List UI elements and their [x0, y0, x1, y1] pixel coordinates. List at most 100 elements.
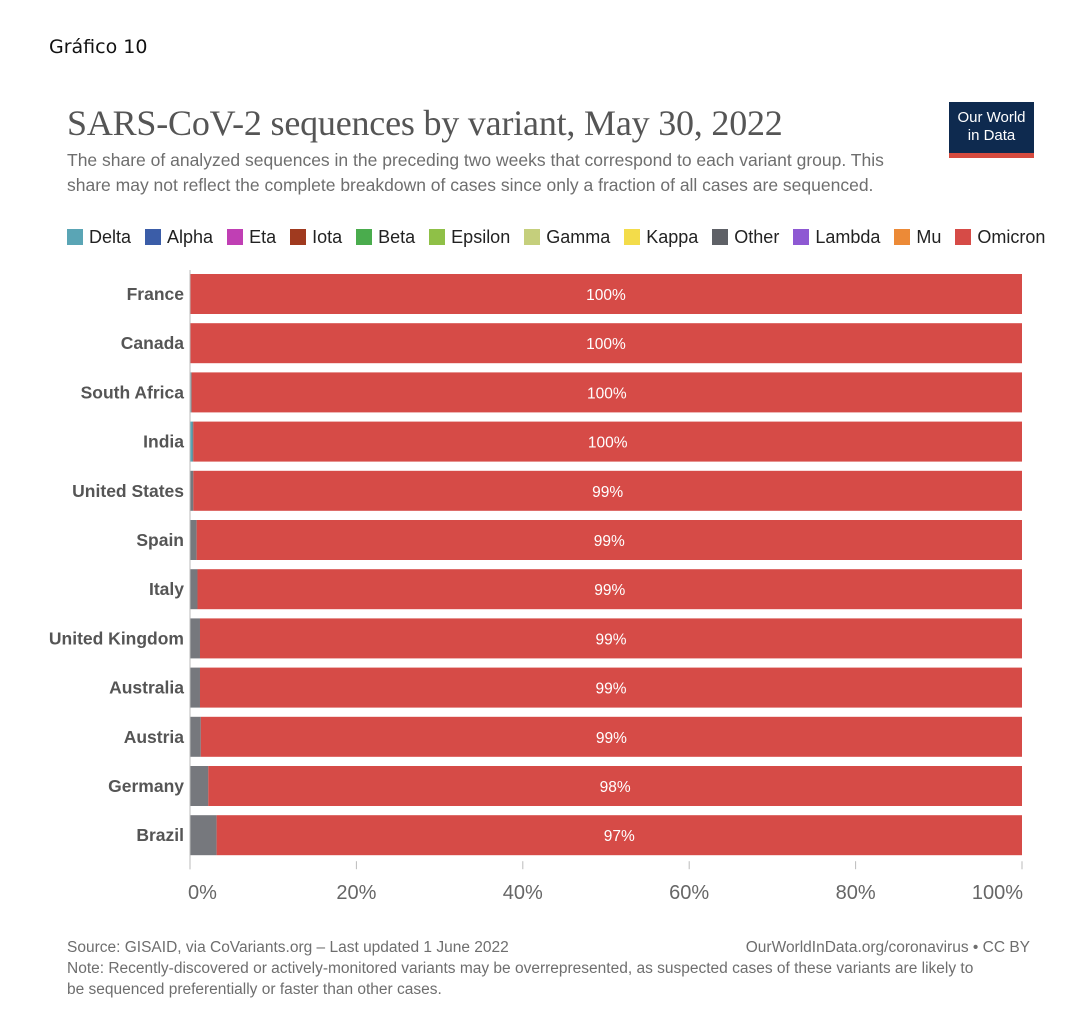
legend-item-mu[interactable]: Mu — [894, 227, 941, 248]
legend-label: Omicron — [977, 226, 1046, 247]
chart-subtitle: The share of analyzed sequences in the p… — [67, 150, 884, 195]
bar-omicron-india — [193, 421, 1022, 462]
category-label: India — [143, 432, 184, 452]
bar-omicron-spain — [196, 520, 1022, 560]
category-label: Austria — [124, 727, 185, 747]
bar-other-india — [192, 421, 194, 462]
legend-swatch — [524, 229, 541, 245]
category-label: France — [127, 284, 185, 304]
bar-omicron-united-states — [193, 470, 1022, 511]
legend-swatch — [145, 229, 162, 245]
legend-label: Gamma — [546, 226, 611, 247]
legend-swatch — [429, 229, 446, 245]
bar-delta-india — [190, 421, 193, 462]
x-tick-label: 40% — [503, 882, 543, 904]
chart-caption-label: Gráfico 10 — [49, 36, 148, 58]
bar-omicron-germany — [208, 766, 1022, 806]
category-label: Spain — [136, 530, 184, 550]
bar-other-united-kingdom — [190, 618, 200, 659]
legend-item-alpha[interactable]: Alpha — [145, 227, 213, 248]
legend-item-eta[interactable]: Eta — [227, 227, 276, 248]
bar-value-label: 100% — [587, 385, 627, 402]
bar-value-label: 100% — [588, 435, 628, 452]
note-text: Note: Recently-discovered or actively-mo… — [67, 960, 974, 998]
legend-label: Eta — [249, 226, 277, 247]
chart-legend: Delta Alpha Eta Iota Beta Epsilon Gamma Kappa Ot… — [67, 224, 1059, 250]
legend-swatch — [894, 229, 911, 245]
legend-label: Epsilon — [451, 226, 511, 247]
bar-omicron-france — [190, 274, 1022, 314]
legend-label: Iota — [312, 226, 343, 247]
chart-footer: Source: GISAID, via CoVariants.org – Las… — [67, 937, 977, 1000]
bar-other-australia — [190, 667, 200, 708]
category-label: South Africa — [81, 382, 185, 402]
bar-omicron-brazil — [216, 815, 1022, 856]
legend-item-epsilon[interactable]: Epsilon — [429, 227, 510, 248]
legend-item-omicron[interactable]: Omicron — [955, 227, 1045, 248]
legend-item-gamma[interactable]: Gamma — [524, 227, 610, 248]
legend-swatch — [624, 229, 641, 245]
category-label: Germany — [108, 776, 184, 796]
bar-value-label: 99% — [596, 730, 627, 747]
source-text: Source: GISAID, via CoVariants.org – Las… — [67, 939, 509, 956]
bar-value-label: 99% — [594, 582, 625, 599]
owid-logo[interactable]: Our World in Data — [949, 102, 1034, 158]
legend-label: Beta — [378, 226, 416, 247]
legend-item-delta[interactable]: Delta — [67, 227, 131, 248]
bar-other-spain — [190, 520, 197, 560]
chart-title: SARS-CoV-2 sequences by variant, May 30,… — [67, 103, 783, 143]
legend-swatch — [712, 229, 729, 245]
legend-item-iota[interactable]: Iota — [290, 227, 342, 248]
legend-label: Other — [734, 226, 780, 247]
legend-label: Alpha — [167, 226, 214, 247]
logo-line-1: Our World — [957, 109, 1026, 126]
legend-label: Kappa — [646, 226, 699, 247]
bar-value-label: 99% — [595, 631, 626, 648]
legend-swatch — [227, 229, 244, 245]
category-label: Italy — [149, 579, 184, 599]
legend-item-beta[interactable]: Beta — [356, 227, 415, 248]
x-tick-label: 20% — [336, 882, 376, 904]
bar-value-label: 98% — [600, 779, 631, 796]
legend-item-lambda[interactable]: Lambda — [793, 227, 880, 248]
bar-omicron-canada — [190, 323, 1022, 364]
bar-omicron-austria — [200, 716, 1023, 757]
legend-label: Lambda — [815, 226, 881, 247]
attribution-link[interactable]: OurWorldInData.org/coronavirus • CC BY — [745, 939, 1030, 956]
legend-item-kappa[interactable]: Kappa — [624, 227, 698, 248]
bar-value-label: 97% — [604, 828, 635, 845]
category-label: United States — [72, 481, 184, 501]
bar-value-label: 99% — [594, 533, 625, 550]
legend-swatch — [67, 229, 83, 245]
legend-label: Delta — [89, 226, 132, 247]
x-tick-label: 100% — [972, 882, 1023, 904]
legend-swatch — [955, 229, 972, 245]
x-tick-label: 60% — [669, 882, 709, 904]
category-label: United Kingdom — [49, 628, 184, 648]
legend-item-other[interactable]: Other — [712, 227, 779, 248]
category-label: Australia — [109, 678, 184, 698]
legend-swatch — [793, 229, 810, 245]
bar-value-label: 99% — [592, 484, 623, 501]
legend-label: Mu — [916, 226, 942, 247]
bar-chart: France 100% Canada 100% South Africa 100% Indi… — [49, 270, 1023, 904]
legend-swatch — [356, 229, 373, 245]
bar-other-south-africa — [190, 372, 192, 413]
bar-other-united-states — [190, 470, 194, 511]
bar-other-austria — [190, 716, 201, 757]
bar-omicron-south-africa — [191, 372, 1022, 413]
bar-omicron-united-kingdom — [199, 618, 1022, 659]
logo-line-2: in Data — [967, 127, 1016, 144]
legend-swatch — [290, 229, 307, 245]
bar-other-italy — [190, 569, 198, 610]
bar-value-label: 99% — [595, 681, 626, 698]
x-tick-label: 0% — [188, 882, 217, 904]
bar-omicron-italy — [197, 569, 1022, 610]
bar-other-germany — [190, 766, 209, 806]
category-label: Brazil — [136, 825, 184, 845]
bar-omicron-australia — [199, 667, 1022, 708]
bar-other-brazil — [190, 815, 217, 856]
x-tick-label: 80% — [836, 882, 876, 904]
bar-value-label: 100% — [586, 287, 626, 304]
bar-value-label: 100% — [586, 336, 626, 353]
